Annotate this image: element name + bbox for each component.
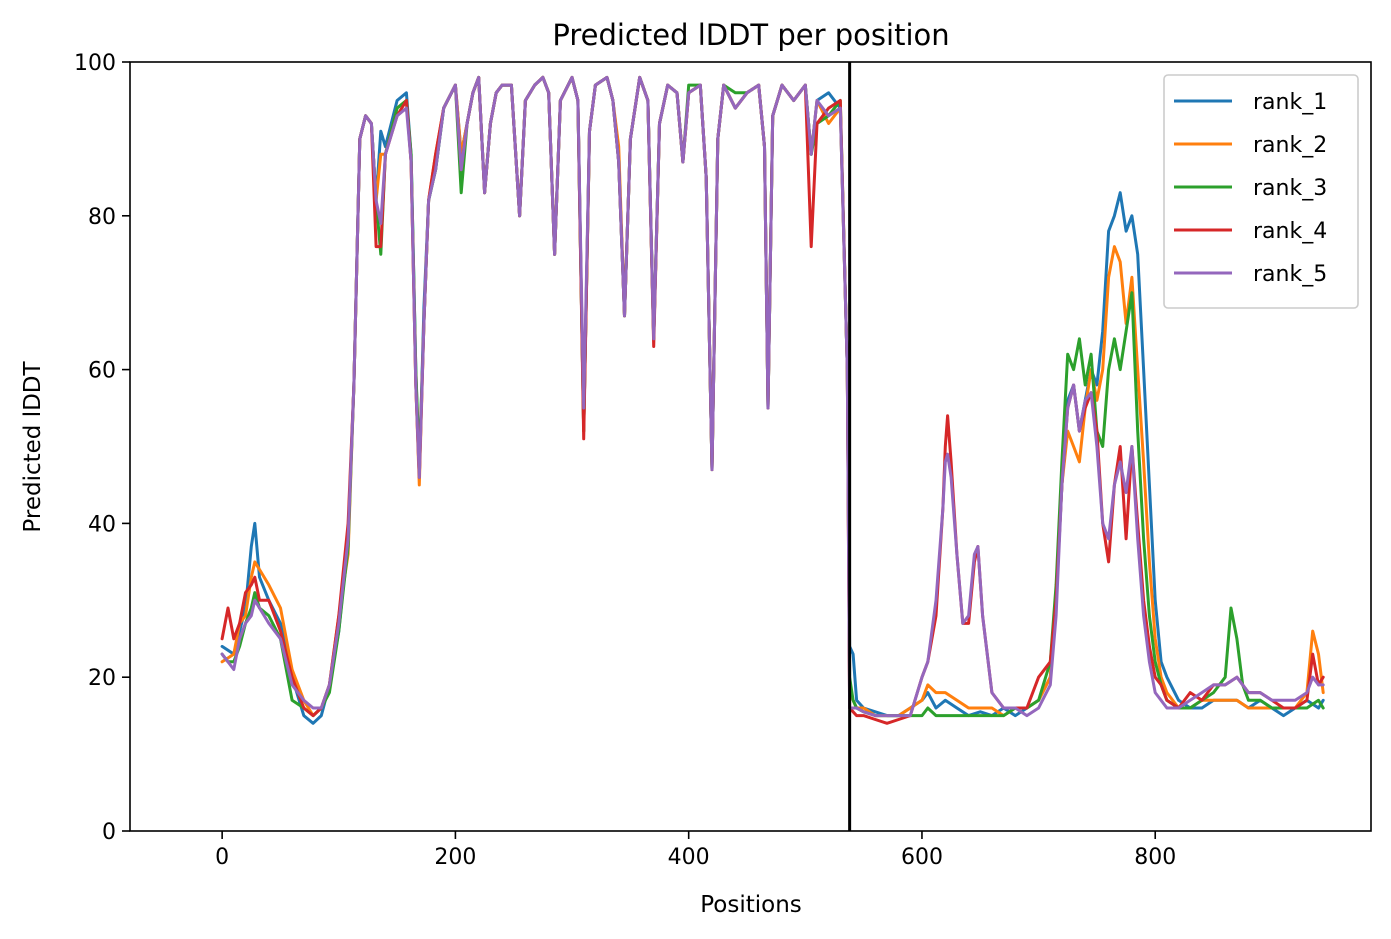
legend: rank_1 rank_2 rank_3 rank_4 rank_5 (1163, 74, 1359, 309)
plot-frame (129, 61, 1372, 832)
x-tick-label: 200 (434, 845, 476, 870)
legend-label-rank-2: rank_2 (1253, 133, 1327, 158)
y-tick-label: 20 (88, 666, 116, 691)
y-axis: 0 20 40 60 80 100 (74, 51, 130, 845)
x-axis: 0 200 400 600 800 (215, 831, 1176, 870)
legend-box (1163, 74, 1359, 309)
x-tick-label: 800 (1134, 845, 1176, 870)
legend-label-rank-4: rank_4 (1253, 219, 1327, 244)
x-tick-label: 0 (215, 845, 229, 870)
chart-title: Predicted lDDT per position (552, 18, 949, 52)
x-tick-label: 600 (901, 845, 943, 870)
y-tick-label: 0 (102, 820, 116, 845)
legend-label-rank-5: rank_5 (1253, 262, 1327, 287)
x-axis-label: Positions (700, 892, 802, 918)
legend-label-rank-1: rank_1 (1253, 90, 1327, 115)
legend-label-rank-3: rank_3 (1253, 176, 1327, 201)
x-tick-label: 400 (668, 845, 710, 870)
y-tick-label: 60 (88, 359, 116, 384)
series-line-rank-5 (220, 75, 1325, 718)
plot-area (220, 62, 1325, 831)
y-tick-label: 80 (88, 205, 116, 230)
y-tick-label: 100 (74, 51, 116, 76)
y-axis-label: Predicted lDDT (20, 360, 46, 532)
y-tick-label: 40 (88, 512, 116, 537)
